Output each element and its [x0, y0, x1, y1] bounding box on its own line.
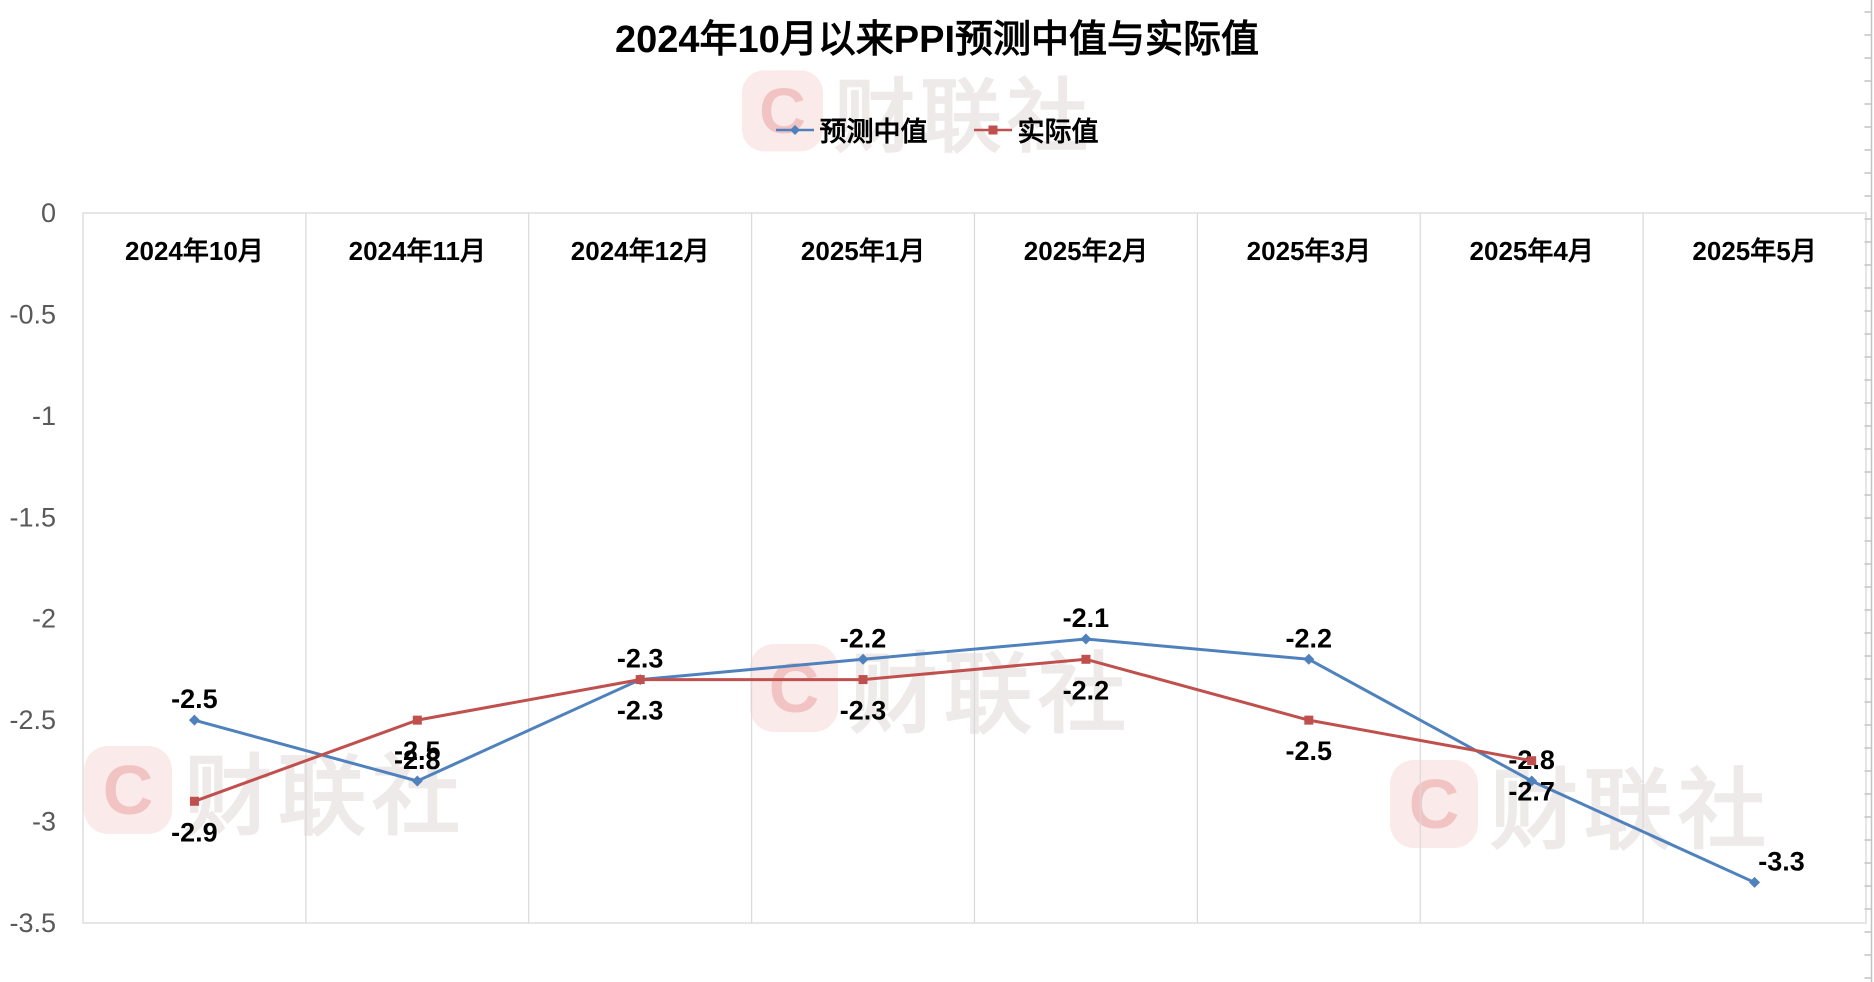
chart-title: 2024年10月以来PPI预测中值与实际值 [614, 19, 1260, 61]
legend-marker-icon-forecast [775, 124, 814, 135]
data-label-actual: -2.3 [617, 696, 664, 726]
y-axis-label: -3 [32, 807, 56, 837]
y-axis-label: -2 [32, 604, 56, 634]
data-label-actual: -2.5 [1286, 736, 1333, 766]
y-axis-label: -0.5 [9, 299, 56, 329]
data-point-forecast [1080, 633, 1092, 645]
watermark: C 财联社 [742, 52, 1093, 169]
watermark-text: 财联社 [834, 71, 1094, 163]
data-point-forecast [1526, 775, 1538, 787]
watermark-logo-icon: C [750, 643, 838, 732]
watermark-text: 财联社 [184, 747, 467, 846]
data-label-actual: -2.2 [1063, 675, 1110, 705]
y-axis-label: -3.5 [9, 908, 56, 938]
data-point-forecast [1303, 653, 1315, 665]
category-label: 2024年11月 [349, 236, 486, 266]
watermark-text: 财联社 [1490, 761, 1773, 860]
category-label: 2025年2月 [1024, 236, 1148, 266]
legend-item-forecast: 预测中值 [775, 110, 928, 149]
data-point-forecast [1749, 876, 1761, 888]
data-point-actual [412, 715, 422, 725]
data-label-actual: -2.9 [171, 817, 218, 847]
watermark-logo-icon: C [1390, 759, 1478, 848]
category-label: 2025年5月 [1692, 236, 1816, 266]
watermark: C 财联社 [750, 624, 1132, 751]
data-point-actual [189, 796, 199, 806]
legend-marker-icon-actual [973, 125, 1012, 134]
watermark-text: 财联社 [850, 645, 1133, 744]
y-axis-label: 0 [41, 198, 56, 228]
category-label: 2024年12月 [571, 236, 710, 266]
data-label-actual: -2.5 [394, 736, 441, 766]
series-line-forecast [192, 637, 1757, 884]
data-point-actual [858, 675, 868, 685]
data-label-forecast: -2.3 [617, 644, 664, 674]
data-label-forecast: -2.2 [1286, 623, 1333, 653]
watermark-logo-icon: C [84, 745, 172, 834]
data-label-forecast: -2.5 [171, 684, 218, 714]
data-label-forecast: -3.3 [1758, 846, 1805, 876]
category-label: 2025年1月 [801, 236, 925, 266]
watermark-logo-icon: C [742, 69, 823, 151]
legend-item-actual: 实际值 [973, 110, 1099, 149]
data-label-actual: -2.7 [1508, 777, 1555, 807]
legend-label: 实际值 [1017, 117, 1099, 147]
data-point-forecast [857, 653, 869, 665]
data-label-forecast: -2.1 [1063, 603, 1110, 633]
y-axis-label: -1.5 [9, 502, 56, 532]
data-point-actual [1304, 715, 1314, 725]
category-label: 2025年4月 [1470, 236, 1594, 266]
y-axis-label: -1 [32, 401, 56, 431]
y-axis-label: -2.5 [9, 705, 56, 735]
category-label: 2024年10月 [125, 236, 264, 266]
watermark: C 财联社 [1390, 740, 1772, 867]
data-point-forecast [188, 714, 200, 726]
data-point-actual [1527, 756, 1537, 766]
data-point-actual [635, 675, 645, 685]
data-point-forecast [411, 775, 423, 787]
data-label-forecast: -2.8 [394, 745, 441, 775]
chart-legend: 预测中值 实际值 [0, 110, 1874, 149]
watermark: C 财联社 [84, 726, 466, 853]
data-point-actual [1081, 654, 1091, 664]
category-label: 2025年3月 [1247, 236, 1371, 266]
legend-label: 预测中值 [819, 117, 928, 147]
data-label-forecast: -2.2 [840, 623, 887, 653]
data-label-actual: -2.3 [840, 696, 887, 726]
